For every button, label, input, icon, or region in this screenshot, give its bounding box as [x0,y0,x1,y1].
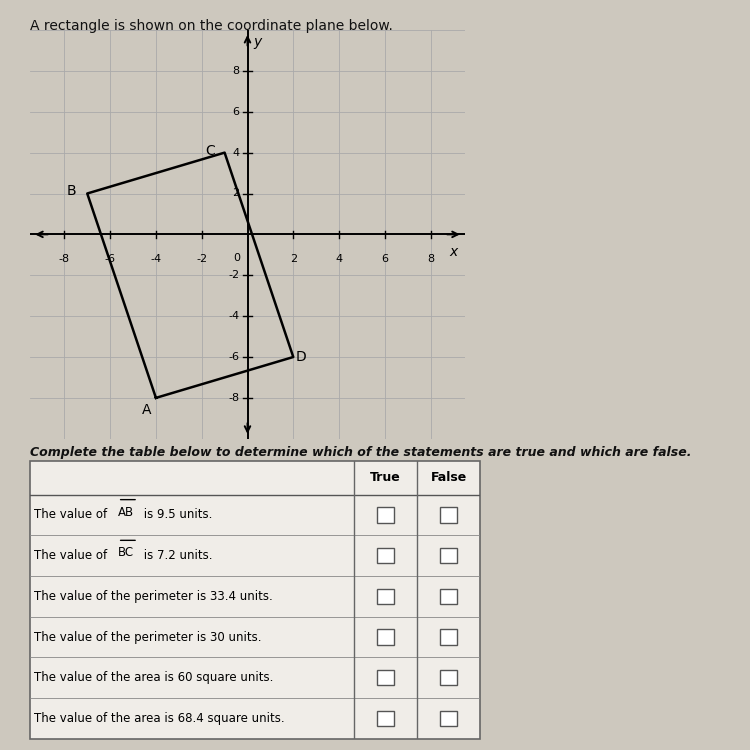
Text: -6: -6 [229,352,239,362]
Text: The value of the perimeter is 33.4 units.: The value of the perimeter is 33.4 units… [34,590,273,603]
Text: is 9.5 units.: is 9.5 units. [140,509,213,521]
Text: -4: -4 [228,311,239,321]
Text: The value of: The value of [34,549,111,562]
Bar [377,507,394,523]
Text: 8: 8 [232,66,239,76]
Text: The value of the area is 60 square units.: The value of the area is 60 square units… [34,671,274,684]
Text: Complete the table below to determine which of the statements are true and which: Complete the table below to determine wh… [30,446,692,459]
FancyBboxPatch shape [30,461,480,739]
Text: False: False [430,472,466,484]
Text: 4: 4 [335,254,343,264]
Text: -2: -2 [196,254,207,264]
Text: 6: 6 [232,106,239,117]
Text: C: C [205,143,214,158]
Text: BC: BC [118,546,134,560]
Text: 8: 8 [427,254,434,264]
Text: -4: -4 [150,254,161,264]
Text: A: A [142,404,152,417]
Bar [440,711,457,726]
Bar [377,670,394,686]
Text: 0: 0 [234,253,241,262]
Bar [440,629,457,645]
Text: -8: -8 [58,254,70,264]
Text: 2: 2 [290,254,297,264]
Text: The value of the perimeter is 30 units.: The value of the perimeter is 30 units. [34,631,262,644]
Text: A rectangle is shown on the coordinate plane below.: A rectangle is shown on the coordinate p… [30,19,393,33]
Text: 6: 6 [381,254,388,264]
Text: 4: 4 [232,148,239,158]
Text: D: D [296,350,307,364]
Text: -2: -2 [228,270,239,280]
Text: The value of the area is 68.4 square units.: The value of the area is 68.4 square uni… [34,712,285,725]
Bar [440,548,457,563]
Text: AB: AB [118,506,134,519]
Text: B: B [67,184,76,199]
Bar [377,711,394,726]
Text: 2: 2 [232,188,239,199]
Bar [377,548,394,563]
Bar [440,589,457,604]
Text: True: True [370,472,400,484]
Bar [377,629,394,645]
Text: -6: -6 [105,254,116,264]
Text: The value of: The value of [34,509,111,521]
Text: -8: -8 [228,393,239,403]
Text: x: x [449,244,458,259]
Text: is 7.2 units.: is 7.2 units. [140,549,213,562]
Bar [440,670,457,686]
Bar [440,507,457,523]
Bar [377,589,394,604]
Text: y: y [254,35,262,50]
